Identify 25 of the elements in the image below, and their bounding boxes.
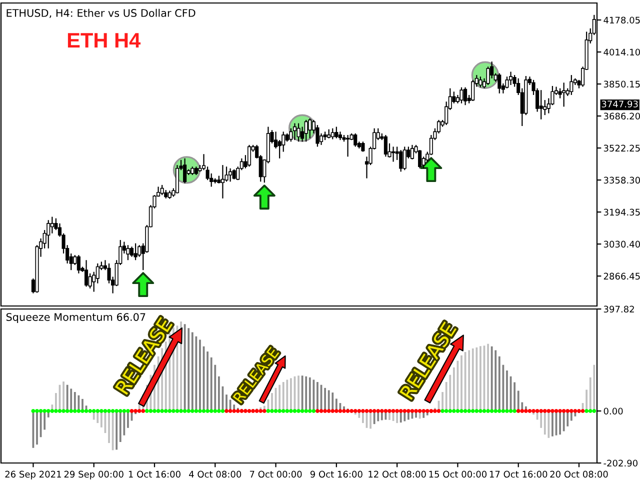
text: ETHUSD, H4: Ether vs US Dollar CFD <box>6 8 196 18</box>
y-tick-label: 3522.25 <box>604 144 640 152</box>
x-tick-label: 17 Oct 16:00 <box>490 470 548 478</box>
y-tick-label: 3030.40 <box>604 240 640 248</box>
x-tick-label: 20 Oct 08:00 <box>550 470 608 478</box>
y-tick-label: -202.90 <box>604 460 638 467</box>
y-tick-label: 3686.20 <box>604 112 640 120</box>
x-tick-label: 1 Oct 16:00 <box>128 470 180 478</box>
y-tick-label: 2866.45 <box>604 272 640 280</box>
y-tick-label: 3850.15 <box>604 80 640 88</box>
y-tick-label: 397.82 <box>604 306 634 313</box>
annotation: ETH H4 <box>68 33 141 48</box>
x-tick-label: 29 Sep 00:00 <box>64 470 124 480</box>
y-tick-label: 4178.05 <box>604 16 640 24</box>
y-tick-label: 0.00 <box>604 408 623 415</box>
y-tick-label: 3358.30 <box>604 176 640 184</box>
x-tick-label: 7 Oct 00:00 <box>250 470 302 478</box>
text: 3747.93 <box>602 100 638 108</box>
y-tick-label: 4014.10 <box>604 48 640 56</box>
x-tick-label: 9 Oct 16:00 <box>310 470 362 478</box>
x-tick-label: 26 Sep 2021 <box>5 470 61 480</box>
x-tick-label: 12 Oct 08:00 <box>368 470 426 478</box>
x-tick-label: 4 Oct 08:00 <box>189 470 242 478</box>
x-tick-label: 15 Oct 00:00 <box>429 470 487 478</box>
y-tick-label: 3194.35 <box>604 208 640 216</box>
